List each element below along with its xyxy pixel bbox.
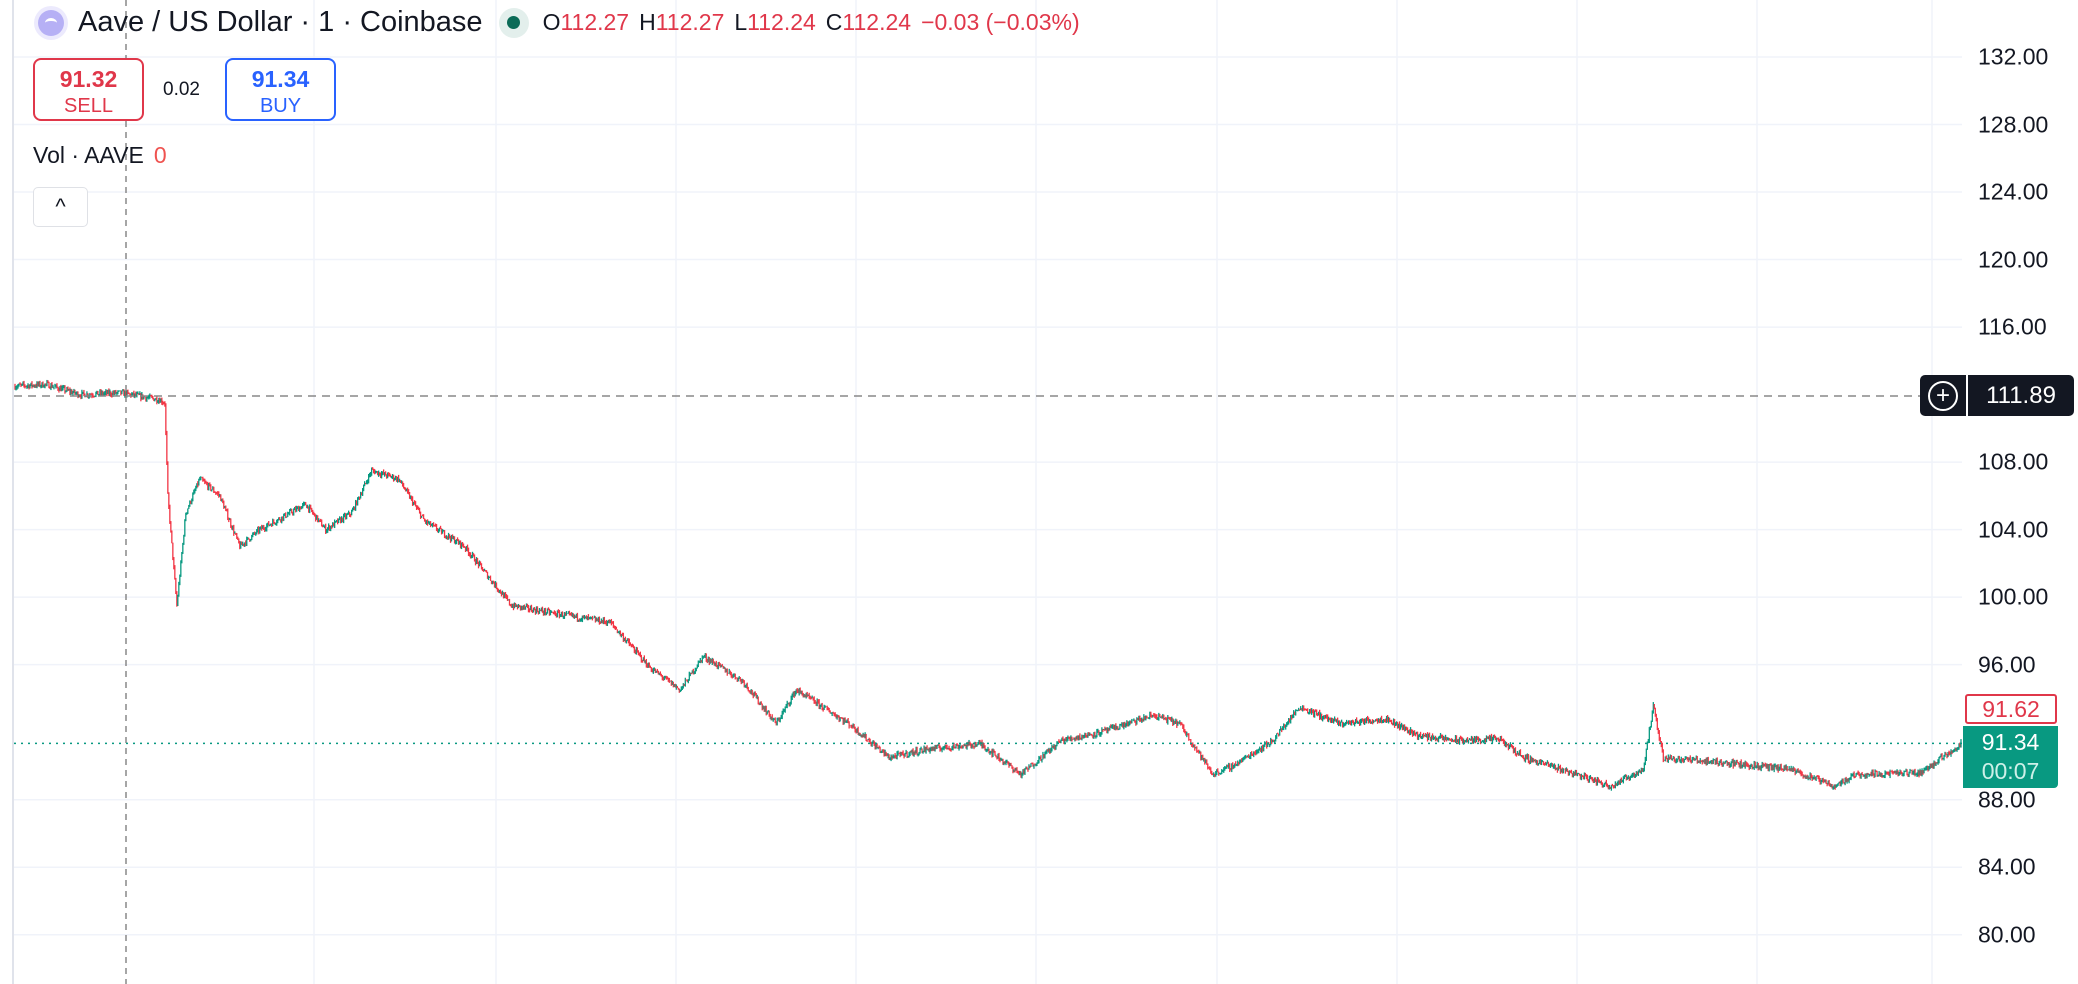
high-price-label: 91.62: [1965, 694, 2057, 724]
y-tick-label: 104.00: [1978, 516, 2049, 543]
y-tick-label: 80.00: [1978, 921, 2036, 948]
high-key: H: [639, 9, 656, 35]
grid-lines: [14, 0, 1962, 984]
sell-button[interactable]: 91.32 SELL: [33, 58, 144, 121]
y-tick-label: 128.00: [1978, 111, 2049, 138]
volume-label: Vol · AAVE: [33, 142, 144, 168]
volume-value: 0: [153, 142, 167, 168]
y-tick-label: 120.00: [1978, 246, 2049, 273]
sell-label: SELL: [64, 95, 113, 117]
close-value: 112.24: [842, 9, 912, 35]
change-value: −0.03 (−0.03%): [921, 9, 1080, 35]
plus-circle-icon: +: [1928, 380, 1958, 411]
close-key: C: [825, 9, 843, 35]
add-alert-button[interactable]: +: [1920, 375, 1966, 416]
ohlc-values: O112.27 H112.27 L112.24 C112.24 −0.03 (−…: [543, 9, 1080, 36]
y-tick-label: 88.00: [1978, 786, 2036, 813]
buy-button[interactable]: 91.34 BUY: [225, 58, 336, 121]
y-tick-label: 116.00: [1978, 313, 2047, 340]
y-tick-label: 108.00: [1978, 448, 2049, 475]
volume-legend[interactable]: Vol · AAVE 0: [33, 142, 167, 169]
y-tick-label: 100.00: [1978, 583, 2049, 610]
chevron-up-icon: ^: [55, 194, 66, 219]
open-key: O: [542, 9, 561, 35]
high-value: 112.27: [655, 9, 725, 35]
last-price-label: 91.34 00:07: [1963, 726, 2058, 788]
crosshair-price-label: 111.89: [1968, 375, 2074, 416]
y-tick-label: 96.00: [1978, 651, 2036, 678]
candles: [14, 379, 1962, 791]
sell-price: 91.32: [59, 66, 118, 92]
low-value: 112.24: [747, 9, 816, 35]
buy-label: BUY: [259, 95, 302, 117]
last-price-value: 91.34: [1981, 729, 2040, 755]
symbol-title[interactable]: Aave / US Dollar · 1 · Coinbase: [78, 6, 483, 38]
low-key: L: [734, 9, 748, 35]
aave-logo-icon: [38, 9, 64, 36]
spread-value: 0.02: [163, 79, 200, 100]
market-status-icon[interactable]: [498, 7, 529, 38]
open-value: 112.27: [560, 9, 630, 35]
symbol-legend: Aave / US Dollar · 1 · Coinbase O112.27 …: [38, 6, 1080, 39]
y-tick-label: 132.00: [1978, 43, 2049, 70]
bar-countdown: 00:07: [1981, 758, 2040, 784]
y-tick-label: 84.00: [1978, 853, 2036, 880]
collapse-legend-button[interactable]: ^: [33, 187, 88, 227]
y-tick-label: 124.00: [1978, 178, 2049, 205]
buy-price: 91.34: [251, 66, 310, 92]
